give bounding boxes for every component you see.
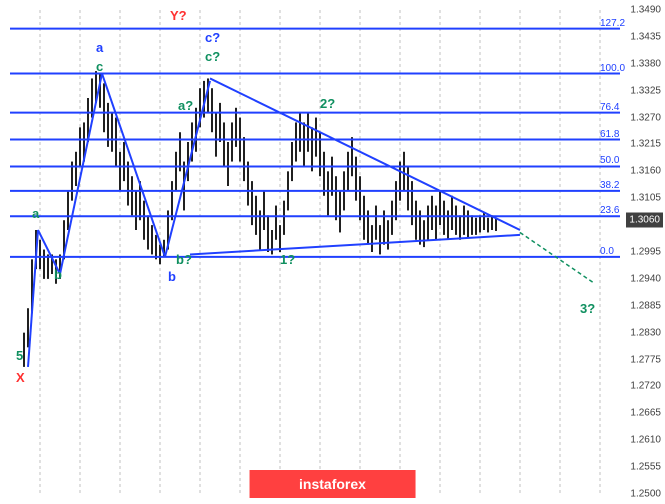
y-tick: 1.2885 <box>630 300 661 311</box>
wave-label: c? <box>205 49 220 64</box>
y-tick: 1.2555 <box>630 462 661 473</box>
wave-label: 1? <box>280 252 295 267</box>
y-tick: 1.2500 <box>630 489 661 500</box>
fib-level-label: 38.2 <box>600 180 619 191</box>
y-tick: 1.2830 <box>630 327 661 338</box>
y-tick: 1.3105 <box>630 193 661 204</box>
wave-label: b <box>168 269 176 284</box>
wave-label: c <box>96 59 103 74</box>
wave-label: X <box>16 370 25 385</box>
watermark: instaforex <box>249 470 416 498</box>
lines-layer <box>10 10 620 494</box>
wave-label: b? <box>176 252 192 267</box>
y-tick: 1.3325 <box>630 85 661 96</box>
y-tick: 1.2995 <box>630 247 661 258</box>
y-tick: 1.3490 <box>630 5 661 16</box>
y-tick: 1.3380 <box>630 58 661 69</box>
wave-label: 5 <box>16 348 23 363</box>
fib-level-label: 50.0 <box>600 155 619 166</box>
wave-label: 2? <box>320 96 335 111</box>
y-tick: 1.2775 <box>630 354 661 365</box>
wave-label: a? <box>178 98 193 113</box>
wave-label: a <box>32 206 39 221</box>
fib-level-label: 0.0 <box>600 246 614 257</box>
chart-container: 127.2100.076.461.850.038.223.60.05XabacY… <box>0 0 665 504</box>
wave-label: b <box>54 267 62 282</box>
grid-layer <box>10 10 620 494</box>
y-tick: 1.3215 <box>630 139 661 150</box>
fib-level-label: 23.6 <box>600 205 619 216</box>
wave-label: a <box>96 40 103 55</box>
y-tick: 1.3435 <box>630 31 661 42</box>
plot-area[interactable]: 127.2100.076.461.850.038.223.60.05XabacY… <box>10 10 620 494</box>
y-tick: 1.2610 <box>630 435 661 446</box>
candle-layer <box>10 10 620 494</box>
y-tick: 1.2940 <box>630 273 661 284</box>
y-tick: 1.2665 <box>630 408 661 419</box>
y-tick: 1.3160 <box>630 166 661 177</box>
y-tick: 1.3270 <box>630 112 661 123</box>
wave-label: 3? <box>580 301 595 316</box>
fib-level-label: 61.8 <box>600 129 619 140</box>
y-axis: 1.34901.34351.33801.33251.32701.32151.31… <box>620 10 665 494</box>
fib-level-label: 76.4 <box>600 102 619 113</box>
wave-label: c? <box>205 30 220 45</box>
current-price-badge: 1.3060 <box>626 213 663 228</box>
y-tick: 1.2720 <box>630 381 661 392</box>
wave-label: Y? <box>170 8 187 23</box>
